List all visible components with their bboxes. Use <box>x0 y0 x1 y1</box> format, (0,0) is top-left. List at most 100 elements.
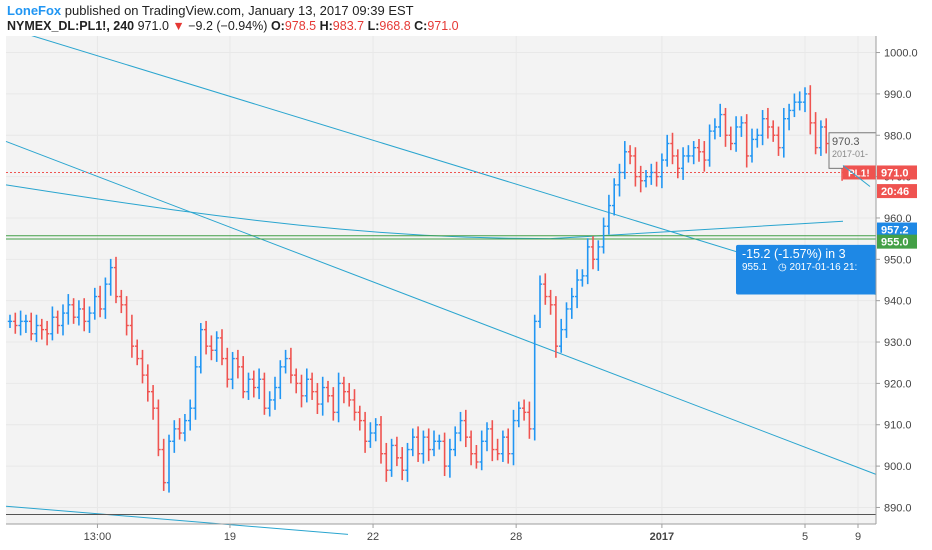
ohlc-bar[interactable] <box>506 428 511 464</box>
plot-background[interactable] <box>6 36 876 524</box>
ohlc-bar[interactable] <box>511 409 516 466</box>
ohlc-bar[interactable] <box>516 401 521 428</box>
ohlc-bar[interactable] <box>39 318 44 340</box>
ohlc-bar[interactable] <box>818 120 824 156</box>
ohlc-bar[interactable] <box>463 409 468 448</box>
ohlc-bar[interactable] <box>267 391 272 417</box>
ohlc-bar[interactable] <box>765 107 771 139</box>
ohlc-bar[interactable] <box>447 438 453 478</box>
ohlc-bar[interactable] <box>7 314 13 328</box>
ohlc-bar[interactable] <box>484 422 490 452</box>
ohlc-bar[interactable] <box>500 430 506 462</box>
ohlc-bar[interactable] <box>315 382 320 414</box>
time-axis[interactable]: 13:0019222820175913:0016 <box>84 524 932 543</box>
ohlc-bar[interactable] <box>723 107 728 147</box>
ohlc-bar[interactable] <box>389 438 394 477</box>
trendline-upper[interactable] <box>6 36 877 295</box>
ohlc-bar[interactable] <box>108 258 113 296</box>
ohlc-bar[interactable] <box>394 436 400 467</box>
ohlc-bar[interactable] <box>797 91 802 111</box>
ohlc-bar[interactable] <box>241 356 246 399</box>
ohlc-bar[interactable] <box>341 376 347 404</box>
ohlc-bar[interactable] <box>617 163 622 197</box>
ohlc-bar[interactable] <box>781 107 786 158</box>
ohlc-bar[interactable] <box>527 401 532 439</box>
ohlc-bar[interactable] <box>532 314 537 441</box>
ohlc-bar[interactable] <box>203 320 209 355</box>
ohlc-bar[interactable] <box>23 314 29 333</box>
moving-average-line[interactable] <box>5 184 844 240</box>
ohlc-bar[interactable] <box>55 310 60 334</box>
trendline-middle[interactable] <box>5 140 877 475</box>
ohlc-bar[interactable] <box>230 351 235 390</box>
ohlc-bar[interactable] <box>813 112 818 155</box>
ohlc-bar[interactable] <box>193 356 198 420</box>
ohlc-bar[interactable] <box>150 385 156 420</box>
ohlc-bar[interactable] <box>543 273 548 305</box>
ohlc-bar[interactable] <box>166 434 172 493</box>
ohlc-bar[interactable] <box>431 430 437 457</box>
ohlc-bar[interactable] <box>696 138 702 162</box>
ohlc-bar[interactable] <box>744 114 749 168</box>
ohlc-bar[interactable] <box>18 310 23 336</box>
ohlc-bar[interactable] <box>574 269 580 309</box>
ohlc-bar[interactable] <box>612 178 617 216</box>
ohlc-bar[interactable] <box>76 300 82 326</box>
ohlc-bar[interactable] <box>60 304 66 336</box>
ohlc-bar[interactable] <box>288 347 294 384</box>
ohlc-bar[interactable] <box>309 372 315 400</box>
ohlc-bar[interactable] <box>755 128 760 148</box>
ohlc-bar[interactable] <box>119 289 124 314</box>
ohlc-bar[interactable] <box>733 116 739 152</box>
ohlc-bar[interactable] <box>209 335 214 361</box>
ohlc-bar[interactable] <box>792 93 797 118</box>
ohlc-bar[interactable] <box>400 447 405 481</box>
ohlc-bar[interactable] <box>188 399 193 431</box>
ohlc-bar[interactable] <box>824 118 829 154</box>
ohlc-bar[interactable] <box>161 438 166 491</box>
ohlc-bar[interactable] <box>87 306 92 333</box>
ohlc-bar[interactable] <box>378 416 384 464</box>
ohlc-bar[interactable] <box>633 147 638 187</box>
price-axis[interactable]: 890.0 900.0 910.0 920.0 930.0 940.0 950.0 960.0… <box>876 48 918 515</box>
ohlc-bar[interactable] <box>537 275 543 328</box>
ohlc-bar[interactable] <box>479 430 484 471</box>
ohlc-bar[interactable] <box>786 103 792 131</box>
ohlc-bar[interactable] <box>686 145 691 163</box>
ohlc-bar[interactable] <box>739 116 744 137</box>
symbol-name[interactable]: NYMEX_DL:PL1!, 240 <box>7 19 135 33</box>
ohlc-bar[interactable] <box>177 418 182 440</box>
ohlc-bar[interactable] <box>219 329 225 366</box>
ohlc-bar[interactable] <box>182 413 188 442</box>
ohlc-bar[interactable] <box>601 217 606 254</box>
ohlc-bar[interactable] <box>553 296 559 358</box>
ohlc-bar[interactable] <box>415 426 421 462</box>
ohlc-bar[interactable] <box>262 372 267 415</box>
ohlc-bar[interactable] <box>585 238 590 285</box>
ohlc-bar[interactable] <box>680 147 686 180</box>
ohlc-bar[interactable] <box>474 445 479 469</box>
ohlc-bar[interactable] <box>665 134 670 167</box>
ohlc-bar[interactable] <box>140 349 145 384</box>
ohlc-bar[interactable] <box>559 318 564 353</box>
ohlc-bar[interactable] <box>331 387 336 421</box>
ohlc-bar[interactable] <box>362 411 368 453</box>
ohlc-bar[interactable] <box>728 126 733 151</box>
ohlc-bar[interactable] <box>490 420 495 462</box>
ohlc-bar[interactable] <box>283 349 288 374</box>
ohlc-bar[interactable] <box>712 118 718 140</box>
ohlc-bar[interactable] <box>405 442 410 482</box>
ohlc-bar[interactable] <box>548 289 553 315</box>
ohlc-bar[interactable] <box>384 442 389 482</box>
ohlc-bar[interactable] <box>802 87 808 113</box>
ohlc-bar[interactable] <box>776 126 781 156</box>
ohlc-bar[interactable] <box>278 360 283 400</box>
ohlc-bar[interactable] <box>34 314 39 343</box>
ohlc-bar[interactable] <box>654 161 659 187</box>
ohlc-bar[interactable] <box>702 141 707 172</box>
ohlc-bar[interactable] <box>495 438 500 461</box>
ohlc-bar[interactable] <box>135 339 140 366</box>
ohlc-bar[interactable] <box>304 368 309 403</box>
ohlc-bar[interactable] <box>373 418 378 442</box>
